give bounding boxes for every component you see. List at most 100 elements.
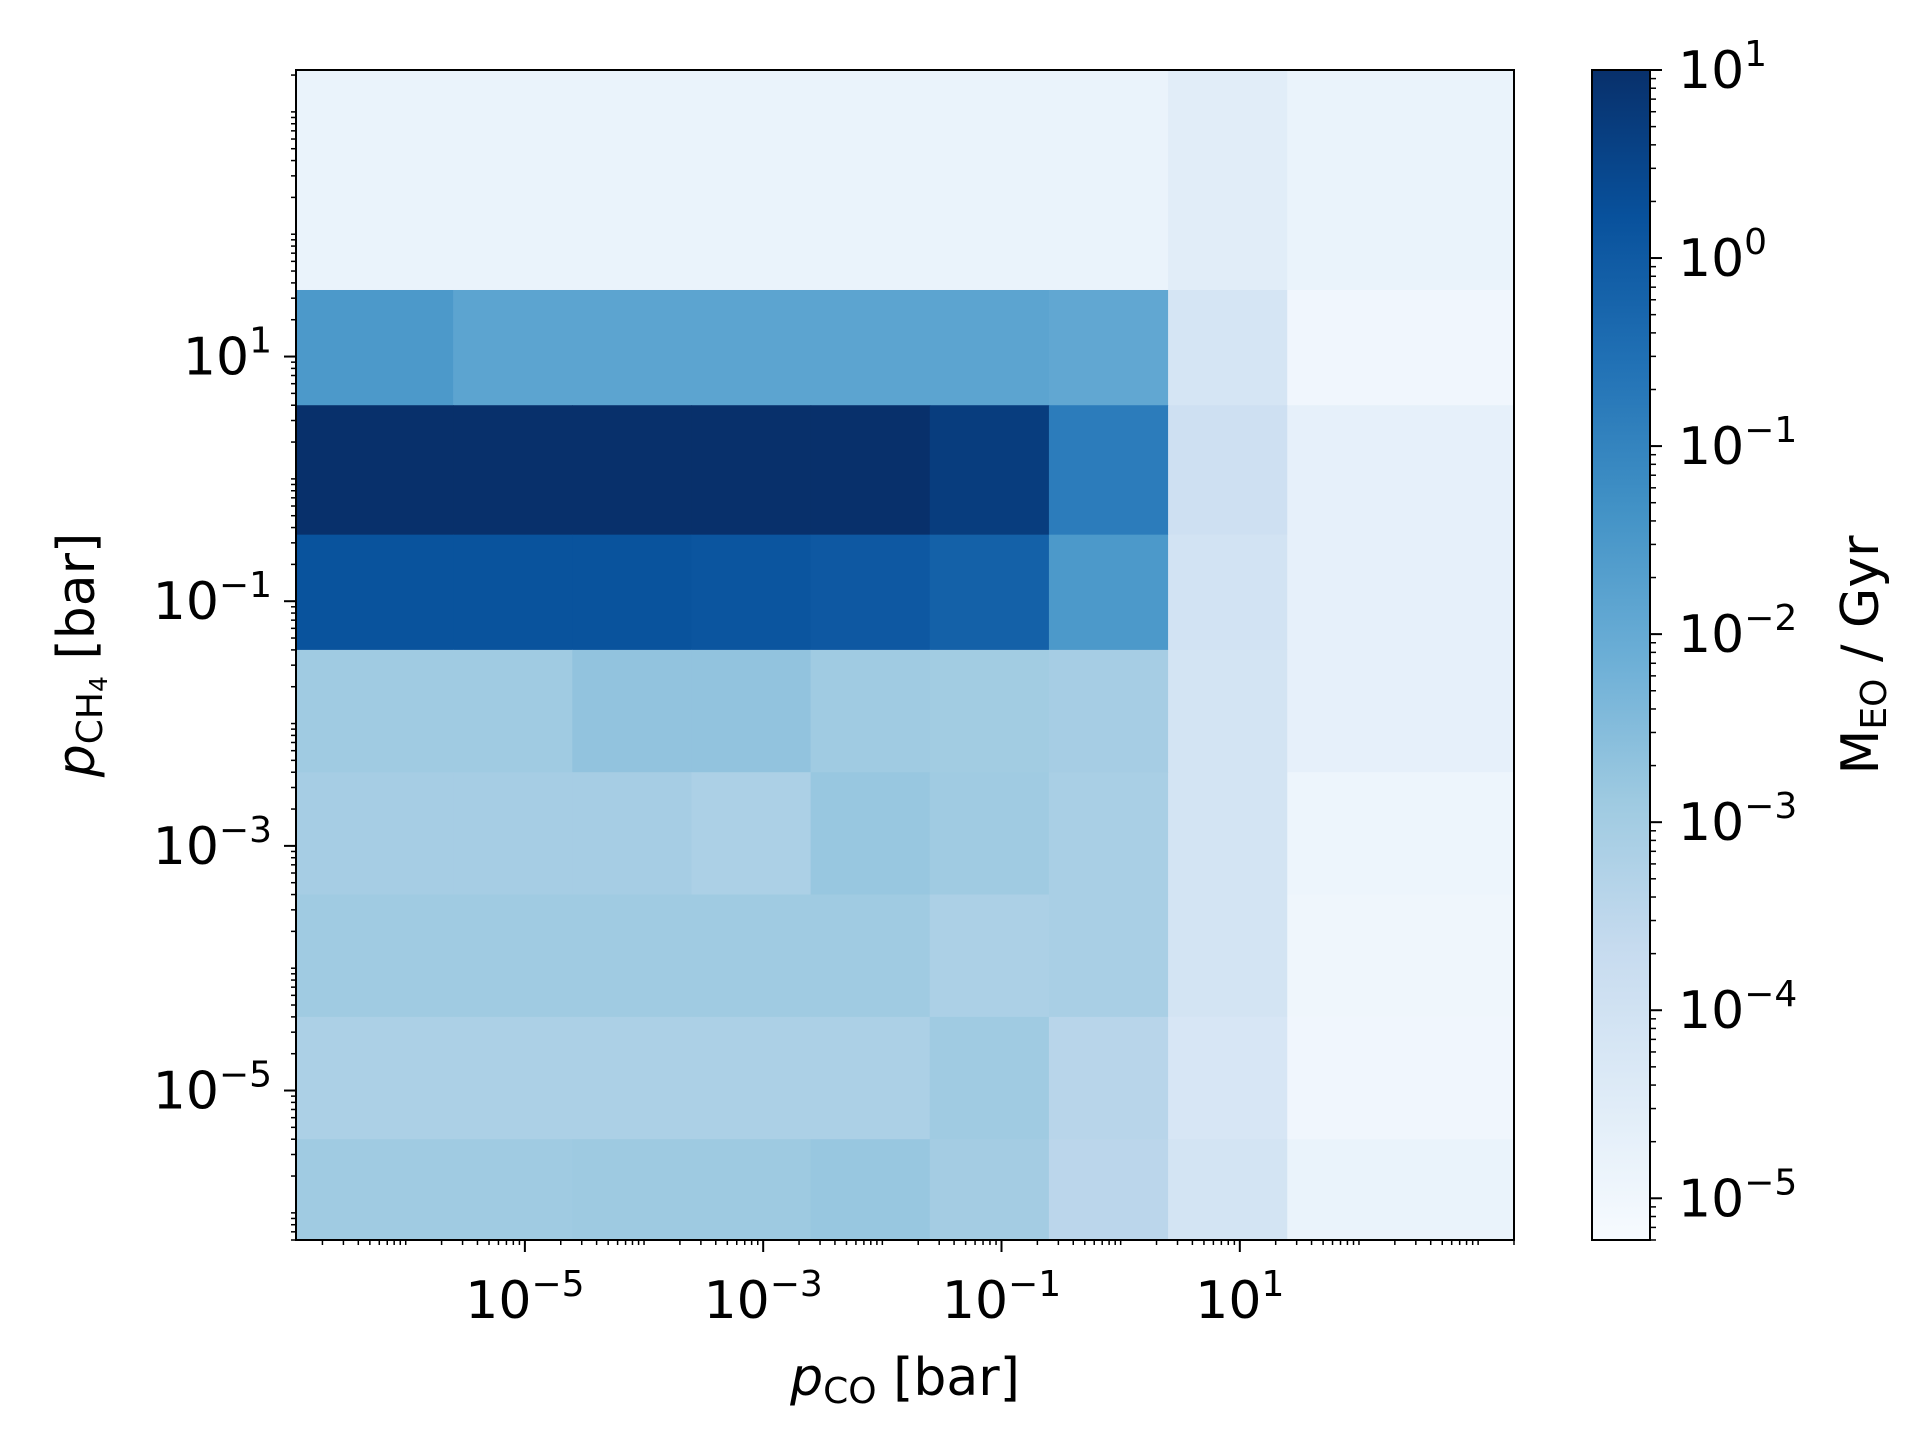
heatmap-cell <box>810 1139 931 1241</box>
y-axis-label: pCH4 [bar] <box>47 533 113 779</box>
heatmap-cell <box>929 1139 1050 1241</box>
heatmap-cell <box>296 772 454 896</box>
heatmap-cell <box>1287 772 1515 896</box>
heatmap-cell <box>572 1016 693 1140</box>
heatmap-cell <box>810 894 931 1018</box>
heatmap-cell <box>1048 1139 1169 1241</box>
heatmap-cell <box>1168 649 1288 773</box>
y-tick-label: 10−1 <box>153 565 272 632</box>
heatmap-cell <box>1048 289 1169 406</box>
y-axis-ticks: 10−5 10−3 10−1 101 <box>153 74 296 1241</box>
heatmap-cell <box>296 1016 454 1140</box>
heatmap-cell <box>691 70 812 291</box>
heatmap-cell <box>572 1139 693 1241</box>
heatmap-cell <box>691 1016 812 1140</box>
heatmap-cell <box>572 70 693 291</box>
heatmap-cell <box>691 772 812 896</box>
x-tick-label: 101 <box>1195 1264 1284 1331</box>
heatmap-cell <box>1168 894 1288 1018</box>
heatmap-cell <box>1048 534 1169 651</box>
colorbar-tick-label: 10−4 <box>1678 974 1797 1041</box>
heatmap-cell <box>453 894 573 1018</box>
heatmap-cell <box>929 649 1050 773</box>
heatmap-cell <box>929 1016 1050 1140</box>
heatmap-cell <box>1168 534 1288 651</box>
heatmap-cell <box>1287 1016 1515 1140</box>
colorbar-tick-label: 101 <box>1678 34 1767 101</box>
heatmap-cell <box>296 534 454 651</box>
heatmap-cell <box>1048 772 1169 896</box>
heatmap-cell <box>296 894 454 1018</box>
colorbar <box>1592 70 1650 1240</box>
x-tick-label: 10−1 <box>942 1264 1061 1331</box>
colorbar-label: MEO / Gyr <box>1831 535 1895 775</box>
heatmap-cell <box>296 649 454 773</box>
heatmap-cell <box>1048 894 1169 1018</box>
y-tick-label: 10−3 <box>153 810 272 877</box>
heatmap-cell <box>810 1016 931 1140</box>
heatmap-cell <box>453 534 573 651</box>
heatmap-cell <box>296 289 454 406</box>
colorbar-tick-label: 10−5 <box>1678 1162 1797 1229</box>
heatmap-cell <box>1287 70 1515 291</box>
x-tick-label: 10−3 <box>704 1264 823 1331</box>
colorbar-ticks: 10−5 10−4 10−3 10−2 10−1 100 101 <box>1650 34 1797 1241</box>
heatmap-cell <box>1287 405 1515 536</box>
colorbar-frame <box>1591 69 1651 1241</box>
plot-frame <box>295 69 1515 1241</box>
heatmap-cell <box>929 772 1050 896</box>
colorbar-tick-label: 10−3 <box>1678 786 1797 853</box>
heatmap-cell <box>1168 1016 1288 1140</box>
heatmap-cell <box>691 1139 812 1241</box>
heatmap-cell <box>691 894 812 1018</box>
heatmap-cell <box>691 534 812 651</box>
heatmap-cell <box>691 289 812 406</box>
heatmap-cell <box>453 70 573 291</box>
heatmap-cell <box>691 405 812 536</box>
y-tick-label: 101 <box>183 321 272 388</box>
heatmap-cell <box>453 1139 573 1241</box>
heatmap-cell <box>453 289 573 406</box>
heatmap-cell <box>572 894 693 1018</box>
heatmap-cell <box>810 70 931 291</box>
heatmap-cell <box>296 405 454 536</box>
x-axis-ticks: 10−5 10−3 10−1 101 <box>321 1240 1515 1331</box>
heatmap-cell <box>453 1016 573 1140</box>
heatmap-cell <box>929 405 1050 536</box>
heatmap-cell <box>929 289 1050 406</box>
colorbar-tick-label: 10−2 <box>1678 598 1797 665</box>
heatmap-cell <box>1168 70 1288 291</box>
heatmap-cell <box>1168 405 1288 536</box>
heatmap-cell <box>1287 289 1515 406</box>
heatmap-cell <box>1287 534 1515 651</box>
heatmap-cell <box>929 534 1050 651</box>
colorbar-tick-label: 100 <box>1678 222 1767 289</box>
heatmap-cell <box>1287 649 1515 773</box>
x-tick-label: 10−5 <box>465 1264 584 1331</box>
heatmap-cell <box>1168 289 1288 406</box>
heatmap-cell <box>296 70 454 291</box>
heatmap-cell <box>1048 1016 1169 1140</box>
heatmap-cell <box>572 772 693 896</box>
heatmap-cell <box>810 405 931 536</box>
heatmap-cell <box>1048 649 1169 773</box>
heatmap-cell <box>453 405 573 536</box>
heatmap-cell <box>1048 405 1169 536</box>
heatmap-cell <box>572 649 693 773</box>
heatmap-cell <box>453 772 573 896</box>
heatmap-cell <box>572 289 693 406</box>
heatmap-cell <box>572 534 693 651</box>
heatmap-cell <box>572 405 693 536</box>
heatmap-cell <box>691 649 812 773</box>
heatmap-cell <box>810 534 931 651</box>
y-tick-label: 10−5 <box>153 1055 272 1122</box>
heatmap-cell <box>1287 1139 1515 1241</box>
heatmap-cell <box>1048 70 1169 291</box>
heatmap-cell <box>1168 772 1288 896</box>
heatmap-cell <box>810 649 931 773</box>
heatmap-cells <box>296 70 1515 1241</box>
heatmap-cell <box>929 894 1050 1018</box>
heatmap-cell <box>453 649 573 773</box>
heatmap-cell <box>810 289 931 406</box>
